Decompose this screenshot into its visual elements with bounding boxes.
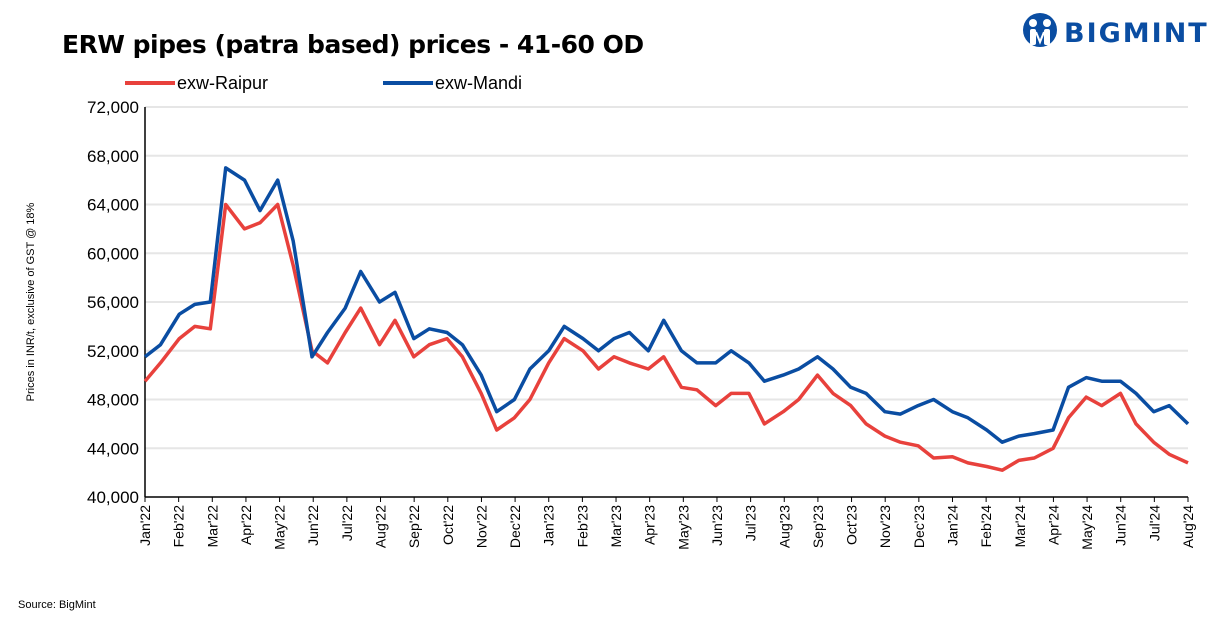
x-tick-label: Mar'24 (1012, 505, 1028, 548)
x-tick-label: May'22 (272, 505, 288, 550)
x-tick-label: Jun'22 (305, 505, 321, 546)
chart-title: ERW pipes (patra based) prices - 41-60 O… (62, 30, 644, 59)
x-tick-label: Jan'23 (541, 505, 557, 546)
x-tick-label: Apr'23 (642, 505, 658, 545)
x-tick-label: Jul'22 (339, 505, 355, 541)
y-tick-label: 68,000 (87, 147, 139, 166)
y-tick-label: 56,000 (87, 293, 139, 312)
x-tick-label: Feb'23 (574, 505, 590, 548)
x-tick-label: Nov'22 (473, 505, 489, 548)
bigmint-logo-icon (1023, 13, 1057, 47)
y-tick-label: 44,000 (87, 439, 139, 458)
y-tick-label: 72,000 (87, 98, 139, 117)
x-tick-label: Feb'24 (978, 505, 994, 548)
x-tick-label: Oct'22 (440, 505, 456, 545)
y-tick-label: 64,000 (87, 196, 139, 215)
x-tick-label: Dec'22 (507, 505, 523, 548)
x-tick-label: Jul'23 (743, 505, 759, 541)
x-tick-label: Mar'23 (608, 505, 624, 548)
x-tick-label: Jun'24 (1113, 505, 1129, 546)
legend-label: exw-Mandi (435, 73, 522, 93)
y-axis-label: Prices in INR/t, exclusive of GST @ 18% (25, 202, 37, 401)
x-tick-label: May'24 (1079, 505, 1095, 550)
x-tick-label: May'23 (675, 505, 691, 550)
x-tick-label: Aug'23 (776, 505, 792, 548)
x-tick-label: Nov'23 (877, 505, 893, 548)
x-tick-label: Aug'24 (1180, 505, 1196, 548)
x-tick-label: Apr'22 (238, 505, 254, 545)
source-note: Source: BigMint (18, 599, 96, 611)
x-tick-label: Oct'23 (844, 505, 860, 545)
x-tick-label: Jun'23 (709, 505, 725, 546)
x-tick-label: Aug'22 (373, 505, 389, 548)
x-tick-label: Jan'22 (137, 505, 153, 546)
series-line-exw-raipur (143, 202, 1189, 472)
bigmint-logo: BIGMINT (1022, 12, 1209, 54)
y-tick-label: 40,000 (87, 488, 139, 507)
x-tick-label: Sep'22 (406, 505, 422, 548)
y-tick-label: 60,000 (87, 244, 139, 263)
y-tick-label: 48,000 (87, 391, 139, 410)
x-tick-label: Sep'23 (810, 505, 826, 548)
y-tick-label: 52,000 (87, 342, 139, 361)
x-tick-label: Jul'24 (1146, 505, 1162, 541)
legend-label: exw-Raipur (177, 73, 268, 93)
x-tick-label: Apr'24 (1045, 505, 1061, 545)
logo-text: BIGMINT (1064, 17, 1209, 49)
x-tick-label: Dec'23 (911, 505, 927, 548)
series-line-exw-mandi (143, 166, 1190, 444)
x-tick-label: Jan'24 (944, 505, 960, 546)
x-tick-label: Mar'22 (204, 505, 220, 548)
x-tick-label: Feb'22 (171, 505, 187, 548)
